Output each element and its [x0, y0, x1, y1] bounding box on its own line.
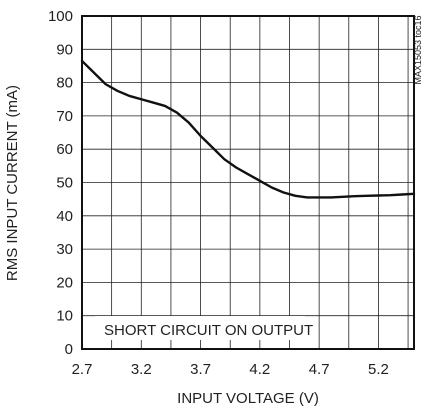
- y-tick-labels: 0 10 20 30 40 50 60 70 80 90 100: [48, 8, 73, 358]
- annotation-short-circuit: SHORT CIRCUIT ON OUTPUT: [104, 322, 313, 339]
- plot-frame: [81, 15, 415, 350]
- y-tick-label-100: 100: [48, 8, 73, 25]
- x-tick-label-4.2: 4.2: [249, 361, 270, 378]
- x-tick-label-3.7: 3.7: [190, 361, 211, 378]
- grid: [82, 16, 414, 349]
- y-tick-label-10: 10: [56, 308, 73, 325]
- y-axis-title: RMS INPUT CURRENT (mA): [4, 85, 21, 281]
- y-tick-label-50: 50: [56, 175, 73, 192]
- x-tick-label-4.7: 4.7: [309, 361, 330, 378]
- y-tick-label-90: 90: [56, 41, 73, 58]
- series-layer: [80, 59, 416, 199]
- y-tick-label-20: 20: [56, 274, 73, 291]
- y-tick-label-0: 0: [65, 341, 73, 358]
- x-tick-label-5.2: 5.2: [368, 361, 389, 378]
- y-tick-label-80: 80: [56, 75, 73, 92]
- y-tick-label-40: 40: [56, 208, 73, 225]
- y-tick-label-70: 70: [56, 108, 73, 125]
- chart-id-watermark: MAX15053 toc16: [413, 15, 423, 84]
- x-axis-title: INPUT VOLTAGE (V): [177, 390, 319, 407]
- series-line-0: [80, 59, 416, 199]
- y-tick-label-30: 30: [56, 241, 73, 258]
- x-tick-label-3.2: 3.2: [131, 361, 152, 378]
- annotation-background: [95, 316, 305, 340]
- x-tick-label-2.7: 2.7: [72, 361, 93, 378]
- y-tick-label-60: 60: [56, 141, 73, 158]
- x-tick-labels: 2.7 3.2 3.7 4.2 4.7 5.2: [72, 361, 389, 378]
